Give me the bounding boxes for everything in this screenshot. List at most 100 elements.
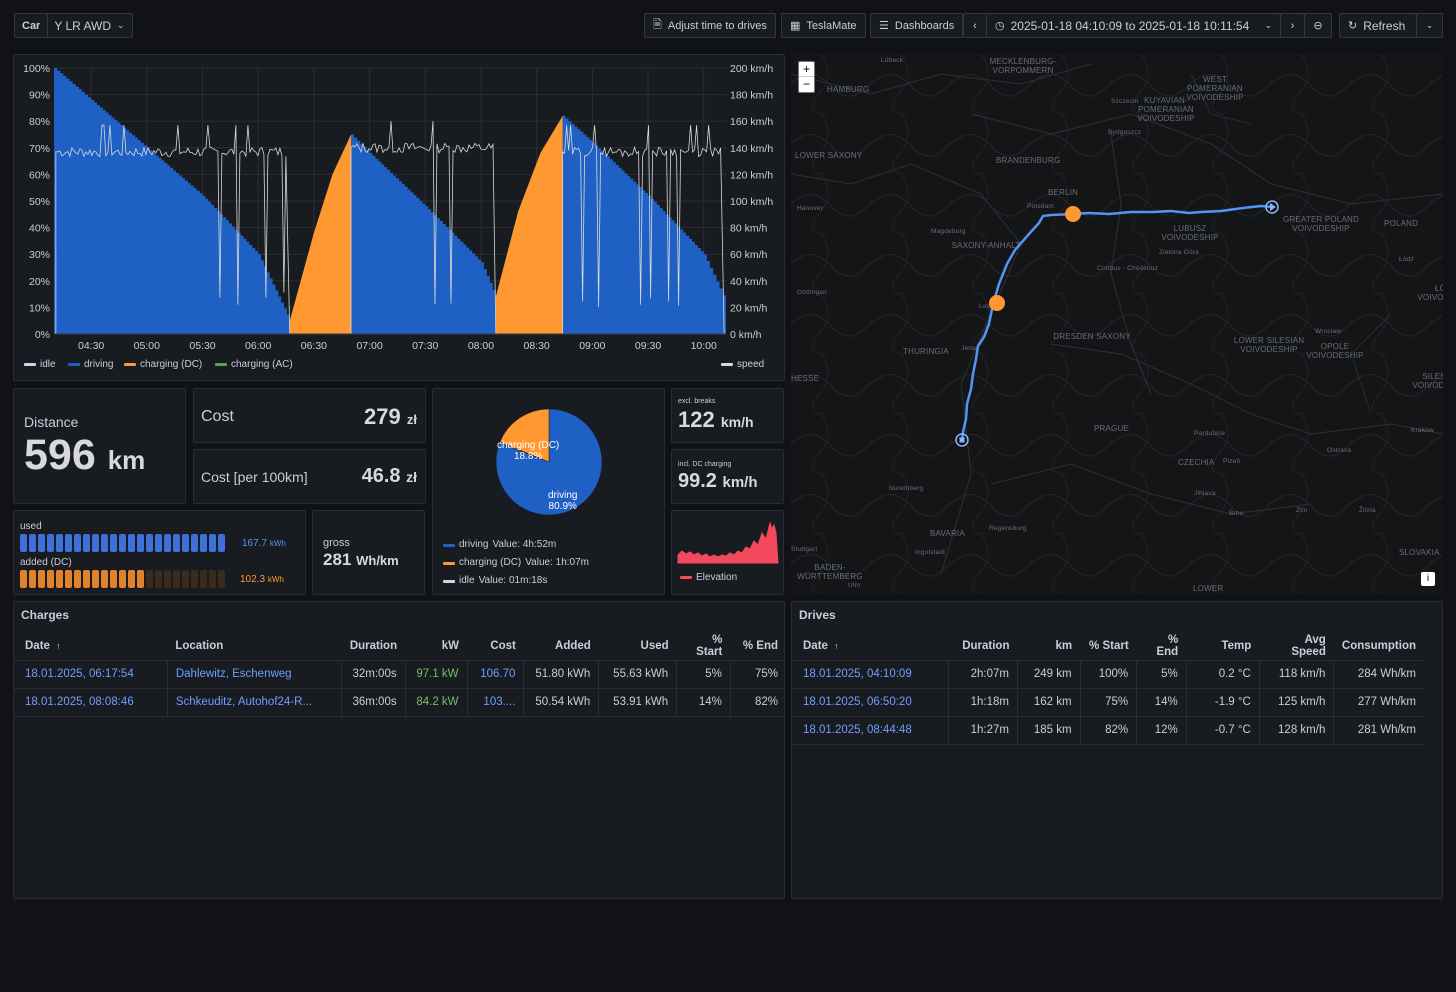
gauge-cell bbox=[200, 534, 207, 552]
timeline-chart[interactable]: 100% 200 km/h 90% 180 km/h 80% 160 km/h 70% 140… bbox=[14, 55, 785, 381]
map-place-label: GREATER POLAND VOIVODESHIP bbox=[1283, 215, 1359, 233]
table-cell: 75% bbox=[1080, 688, 1138, 717]
col-used[interactable]: Used bbox=[598, 632, 677, 661]
gauge-cell bbox=[191, 570, 198, 588]
col-date[interactable]: Date ↑ bbox=[14, 632, 168, 661]
avg-speed-excl-title: excl. breaks bbox=[678, 398, 716, 405]
energy-used-unit: kWh bbox=[269, 539, 286, 548]
time-forward-button[interactable]: › bbox=[1280, 13, 1305, 38]
y-tick-label: 60% bbox=[29, 169, 50, 181]
table-cell[interactable]: 18.01.2025, 06:17:54 bbox=[14, 660, 168, 689]
table-cell: 36m:00s bbox=[341, 688, 406, 717]
col-start[interactable]: % Start bbox=[676, 632, 731, 661]
map-place-label: HESSE bbox=[791, 374, 820, 383]
col-location[interactable]: Location bbox=[167, 632, 342, 661]
legend-charging-ac[interactable]: charging (AC) bbox=[215, 359, 293, 370]
table-row[interactable]: 18.01.2025, 08:08:46 Schkeuditz, Autohof2… bbox=[14, 688, 784, 717]
teslamate-button[interactable]: ▦ TeslaMate bbox=[781, 13, 866, 38]
table-cell: 14% bbox=[676, 688, 731, 717]
table-cell[interactable]: Schkeuditz, Autohof24-R... bbox=[167, 688, 343, 717]
map-place-label: Magdeburg bbox=[931, 228, 966, 235]
time-back-button[interactable]: ‹ bbox=[963, 13, 987, 38]
col-added[interactable]: Added bbox=[523, 632, 599, 661]
charge-marker-2[interactable] bbox=[989, 295, 1005, 311]
legend-speed[interactable]: speed bbox=[721, 359, 764, 370]
table-row[interactable]: 18.01.2025, 04:10:09 2h:07m 249 km 100% 5% 0.… bbox=[792, 660, 1424, 689]
col-end[interactable]: % End bbox=[1136, 632, 1187, 661]
time-split-panel: charging (DC) 18.8% driving 80.9% drivin… bbox=[432, 388, 665, 595]
table-cell[interactable]: 106.70 bbox=[467, 660, 525, 689]
col-duration[interactable]: Duration bbox=[948, 632, 1018, 661]
table-cell: 277 Wh/km bbox=[1333, 688, 1424, 717]
col-cost[interactable]: Cost bbox=[467, 632, 524, 661]
avg-speed-excl-unit: km/h bbox=[720, 414, 754, 430]
gauge-cell bbox=[155, 534, 162, 552]
start-marker[interactable] bbox=[1265, 200, 1279, 214]
dashboards-label: Dashboards bbox=[894, 19, 955, 32]
pie-slice-charging-DC[interactable] bbox=[499, 408, 550, 463]
map-panel[interactable]: Lübeck MECKLENBURG-VORPOMMERN HAMBURG WEST … bbox=[791, 54, 1443, 594]
y-tick-label: 50% bbox=[29, 196, 50, 208]
table-cell: 84.2 kW bbox=[405, 688, 468, 717]
pie-legend-driving[interactable]: driving Value: 4h:52m bbox=[443, 536, 589, 554]
col-temp[interactable]: Temp bbox=[1186, 632, 1260, 661]
col-consumption[interactable]: Consumption bbox=[1333, 632, 1424, 661]
dashboards-button[interactable]: ☰ Dashboards bbox=[870, 13, 964, 38]
table-row[interactable]: 18.01.2025, 08:44:48 1h:27m 185 km 82% 12% -0… bbox=[792, 716, 1424, 745]
table-cell[interactable]: 103.... bbox=[467, 688, 525, 717]
col-kw[interactable]: kW bbox=[405, 632, 468, 661]
col-duration[interactable]: Duration bbox=[341, 632, 406, 661]
info-button[interactable]: i bbox=[1421, 572, 1435, 586]
gauge-cell bbox=[92, 534, 99, 552]
gauge-cell bbox=[110, 534, 117, 552]
table-cell: 82% bbox=[730, 688, 784, 717]
zoom-out-time-button[interactable]: ⊖ bbox=[1304, 13, 1332, 38]
elevation-sparkline[interactable] bbox=[672, 511, 784, 571]
pie-legend-idle[interactable]: idle Value: 01m:18s bbox=[443, 572, 589, 590]
table-cell[interactable]: 18.01.2025, 08:44:48 bbox=[792, 716, 950, 745]
map-place-label: Göttingen bbox=[797, 289, 827, 296]
end-marker[interactable] bbox=[955, 433, 969, 447]
legend-idle[interactable]: idle bbox=[24, 359, 56, 370]
col-date[interactable]: Date ↑ bbox=[792, 632, 949, 661]
zoom-out-button[interactable]: − bbox=[802, 77, 810, 91]
drives-table: Date ↑ Duration km % Start % End Temp Av… bbox=[792, 632, 1424, 745]
legend-charging-dc[interactable]: charging (DC) bbox=[124, 359, 202, 370]
table-cell[interactable]: Dahlewitz, Eschenweg bbox=[167, 660, 343, 689]
gauge-cell bbox=[92, 570, 99, 588]
elevation-legend[interactable]: Elevation bbox=[680, 572, 737, 583]
table-cell[interactable]: 18.01.2025, 06:50:20 bbox=[792, 688, 950, 717]
charges-table: Date ↑ Location Duration kW Cost Added U… bbox=[14, 632, 784, 717]
gauge-cell bbox=[74, 534, 81, 552]
gauge-cell bbox=[38, 534, 45, 552]
adjust-time-button[interactable]: 🗎 Adjust time to drives bbox=[644, 13, 776, 38]
col-km[interactable]: km bbox=[1017, 632, 1081, 661]
table-cell: -1.9 °C bbox=[1186, 688, 1260, 717]
time-split-pie[interactable] bbox=[433, 399, 665, 539]
x-tick-label: 07:00 bbox=[356, 340, 382, 352]
charge-marker-1[interactable] bbox=[1065, 206, 1081, 222]
table-cell[interactable]: 18.01.2025, 04:10:09 bbox=[792, 660, 950, 689]
table-cell: 12% bbox=[1136, 716, 1187, 745]
pie-legend-charging[interactable]: charging (DC) Value: 1h:07m bbox=[443, 554, 589, 572]
gauge-cell bbox=[128, 534, 135, 552]
gauge-cell bbox=[146, 570, 153, 588]
map-place-label: Jena bbox=[961, 345, 976, 352]
col-avg-speed[interactable]: Avg Speed bbox=[1259, 632, 1334, 661]
avg-speed-incl-panel: incl. DC charging 99.2 km/h bbox=[671, 449, 784, 504]
time-range-picker[interactable]: ◷ 2025-01-18 04:10:09 to 2025-01-18 10:1… bbox=[986, 13, 1281, 38]
refresh-interval-button[interactable]: ⌄ bbox=[1416, 13, 1443, 38]
table-row[interactable]: 18.01.2025, 06:17:54 Dahlewitz, Eschenweg… bbox=[14, 660, 784, 689]
col-start[interactable]: % Start bbox=[1080, 632, 1137, 661]
gauge-cell bbox=[128, 570, 135, 588]
zoom-in-button[interactable]: + bbox=[799, 62, 814, 77]
cost-unit: zł bbox=[406, 412, 417, 427]
refresh-button[interactable]: ↻ Refresh bbox=[1339, 13, 1417, 38]
legend-driving[interactable]: driving bbox=[68, 359, 113, 370]
energy-used-title: used bbox=[20, 521, 42, 532]
table-row[interactable]: 18.01.2025, 06:50:20 1h:18m 162 km 75% 14% -1… bbox=[792, 688, 1424, 717]
table-cell[interactable]: 18.01.2025, 08:08:46 bbox=[14, 688, 168, 717]
car-select[interactable]: Car Y LR AWD ⌄ bbox=[14, 13, 133, 38]
col-end[interactable]: % End bbox=[730, 632, 784, 661]
avg-speed-excl-panel: excl. breaks 122 km/h bbox=[671, 388, 784, 443]
